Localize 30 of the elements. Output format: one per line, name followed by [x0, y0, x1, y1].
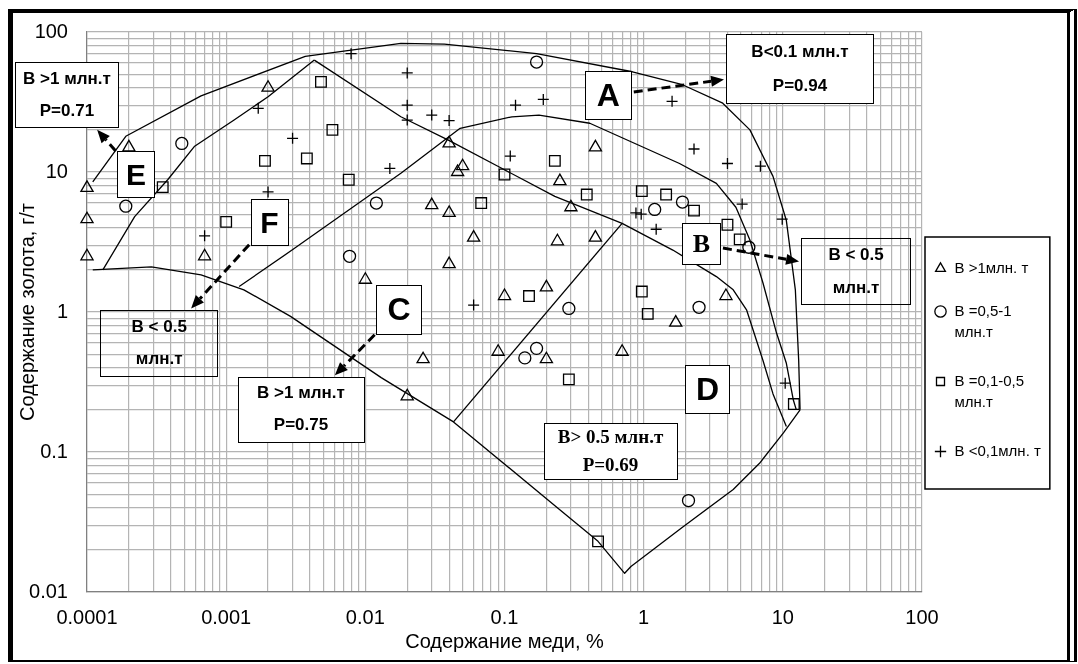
x-tick-label: 0.001 [201, 605, 252, 628]
legend-label: В <0,1млн. т [954, 441, 1041, 459]
y-axis-title: Содержание золота, г/т [15, 203, 38, 421]
annotation: В >1 млн.т P=0.71 [23, 68, 111, 121]
x-tick-label: 0.0001 [56, 605, 118, 628]
annotation: B [692, 228, 711, 259]
x-axis-title: Содержание меди, % [405, 629, 605, 652]
annotation: В<0.1 млн.т P=0.94 [751, 41, 849, 96]
legend-label: В >1млн. т [954, 258, 1029, 276]
annotation: C [387, 291, 411, 328]
annotation: A [596, 76, 620, 114]
annotation: В < 0.5 млн.т [828, 245, 884, 298]
legend-label: В =0,5-1 млн.т [954, 301, 1012, 340]
annotation: D [695, 370, 720, 408]
x-tick-label: 0.1 [490, 605, 519, 628]
legend-label: В =0,1-0,5 млн.т [954, 371, 1025, 410]
annotation: E [125, 157, 146, 191]
annotation: F [260, 205, 279, 239]
y-tick-label: 100 [34, 19, 68, 42]
y-tick-label: 10 [45, 159, 68, 182]
x-tick-label: 10 [771, 605, 794, 628]
annotation: В> 0.5 млн.т P=0.69 [557, 426, 664, 476]
y-tick-label: 0.1 [40, 439, 68, 462]
annotation: В >1 млн.т P=0.75 [257, 383, 345, 436]
x-tick-label: 100 [905, 605, 939, 628]
x-tick-label: 1 [638, 605, 650, 628]
annotation: В < 0.5 млн.т [131, 316, 187, 369]
x-tick-label: 0.01 [345, 605, 385, 628]
y-tick-label: 0.01 [29, 579, 68, 602]
y-tick-label: 1 [56, 299, 68, 322]
